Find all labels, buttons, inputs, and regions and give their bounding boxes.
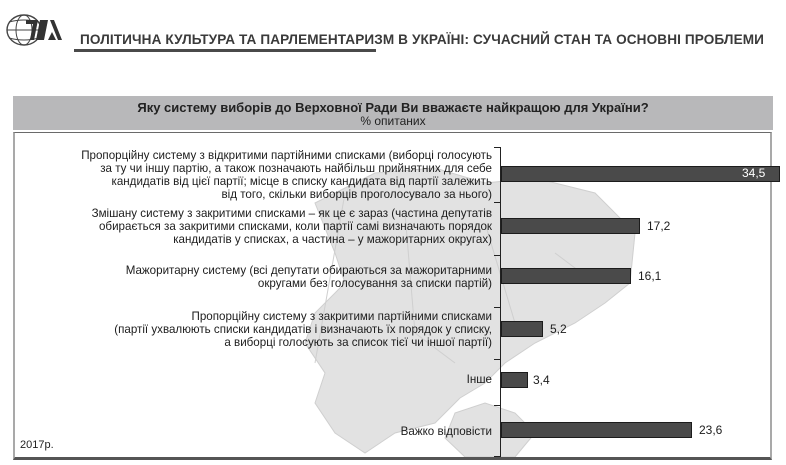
bar-hard-to-say [501,422,692,438]
chart-subtitle: % опитаних [360,114,426,128]
label-line: Інше [466,373,492,386]
value-open-lists: 34,5 [742,166,766,180]
axis-tick [494,359,501,360]
value-hard-to-say: 23,6 [699,423,723,437]
label-line: за ту чи іншу партію, а також позначають… [100,162,492,175]
label-line: кандидатів від цієї партії; місце в спис… [111,175,493,188]
value-majoritarian: 16,1 [638,269,662,283]
label-line: Змішану систему з закритими списками – я… [91,207,492,220]
label-line: а виборці голосують за список тієї чи ін… [224,336,492,349]
rule-left [74,49,376,52]
label-line: кандидатів у списках, а частина – у мажо… [173,233,492,246]
category-label-open-lists: Пропорційну систему з відкритими партійн… [81,149,492,201]
label-line: Пропорційну систему з закритими партійни… [191,310,492,323]
value-mixed-system: 17,2 [647,219,671,233]
globe-logo-icon [6,14,62,46]
survey-year: 2017р. [20,439,54,451]
chart-panel: Пропорційну систему з відкритими партійн… [13,132,780,460]
category-label-closed-lists: Пропорційну систему з закритими партійни… [114,310,492,349]
value-closed-lists: 5,2 [550,322,567,336]
bar-other [501,372,528,388]
bar-mixed-system [501,218,640,234]
publication-title: ПОЛІТИЧНА КУЛЬТУРА ТА ПАРЛЕМЕНТАРИЗМ В У… [80,32,765,47]
label-line: Пропорційну систему з відкритими партійн… [81,149,492,162]
category-label-hard-to-say: Важко відповісти [401,425,492,438]
label-line: (партії ухвалюють списки кандидатів і ви… [114,323,492,336]
label-line: обирається за закритими списками, коли п… [98,220,492,233]
category-label-other: Інше [467,373,492,386]
chart-question: Яку систему виборів до Верховної Ради Ви… [137,100,649,115]
bar-open-lists [501,166,780,182]
category-label-majoritarian: Мажоритарну систему (всі депутати обираю… [126,264,492,290]
axis-tick [494,147,501,148]
label-line: Важко відповісти [400,425,492,438]
axis-tick [494,456,501,457]
axis-tick [494,405,501,406]
axis-tick [494,307,501,308]
label-line: Мажоритарну систему (всі депутати обираю… [125,264,492,277]
category-label-mixed-system: Змішану систему з закритими списками – я… [92,207,492,246]
value-other: 3,4 [533,373,550,387]
axis-tick [494,255,501,256]
label-line: округами без голосування за списки парті… [257,277,492,290]
y-axis-line [500,147,501,457]
axis-tick [494,202,501,203]
chart-title-band: Яку систему виборів до Верховної Ради Ви… [13,96,773,130]
bar-closed-lists [501,321,543,337]
bar-majoritarian [501,268,631,284]
label-line: від того, скільки виборців проголосувало… [221,188,492,201]
ukraine-map-background [304,167,636,457]
